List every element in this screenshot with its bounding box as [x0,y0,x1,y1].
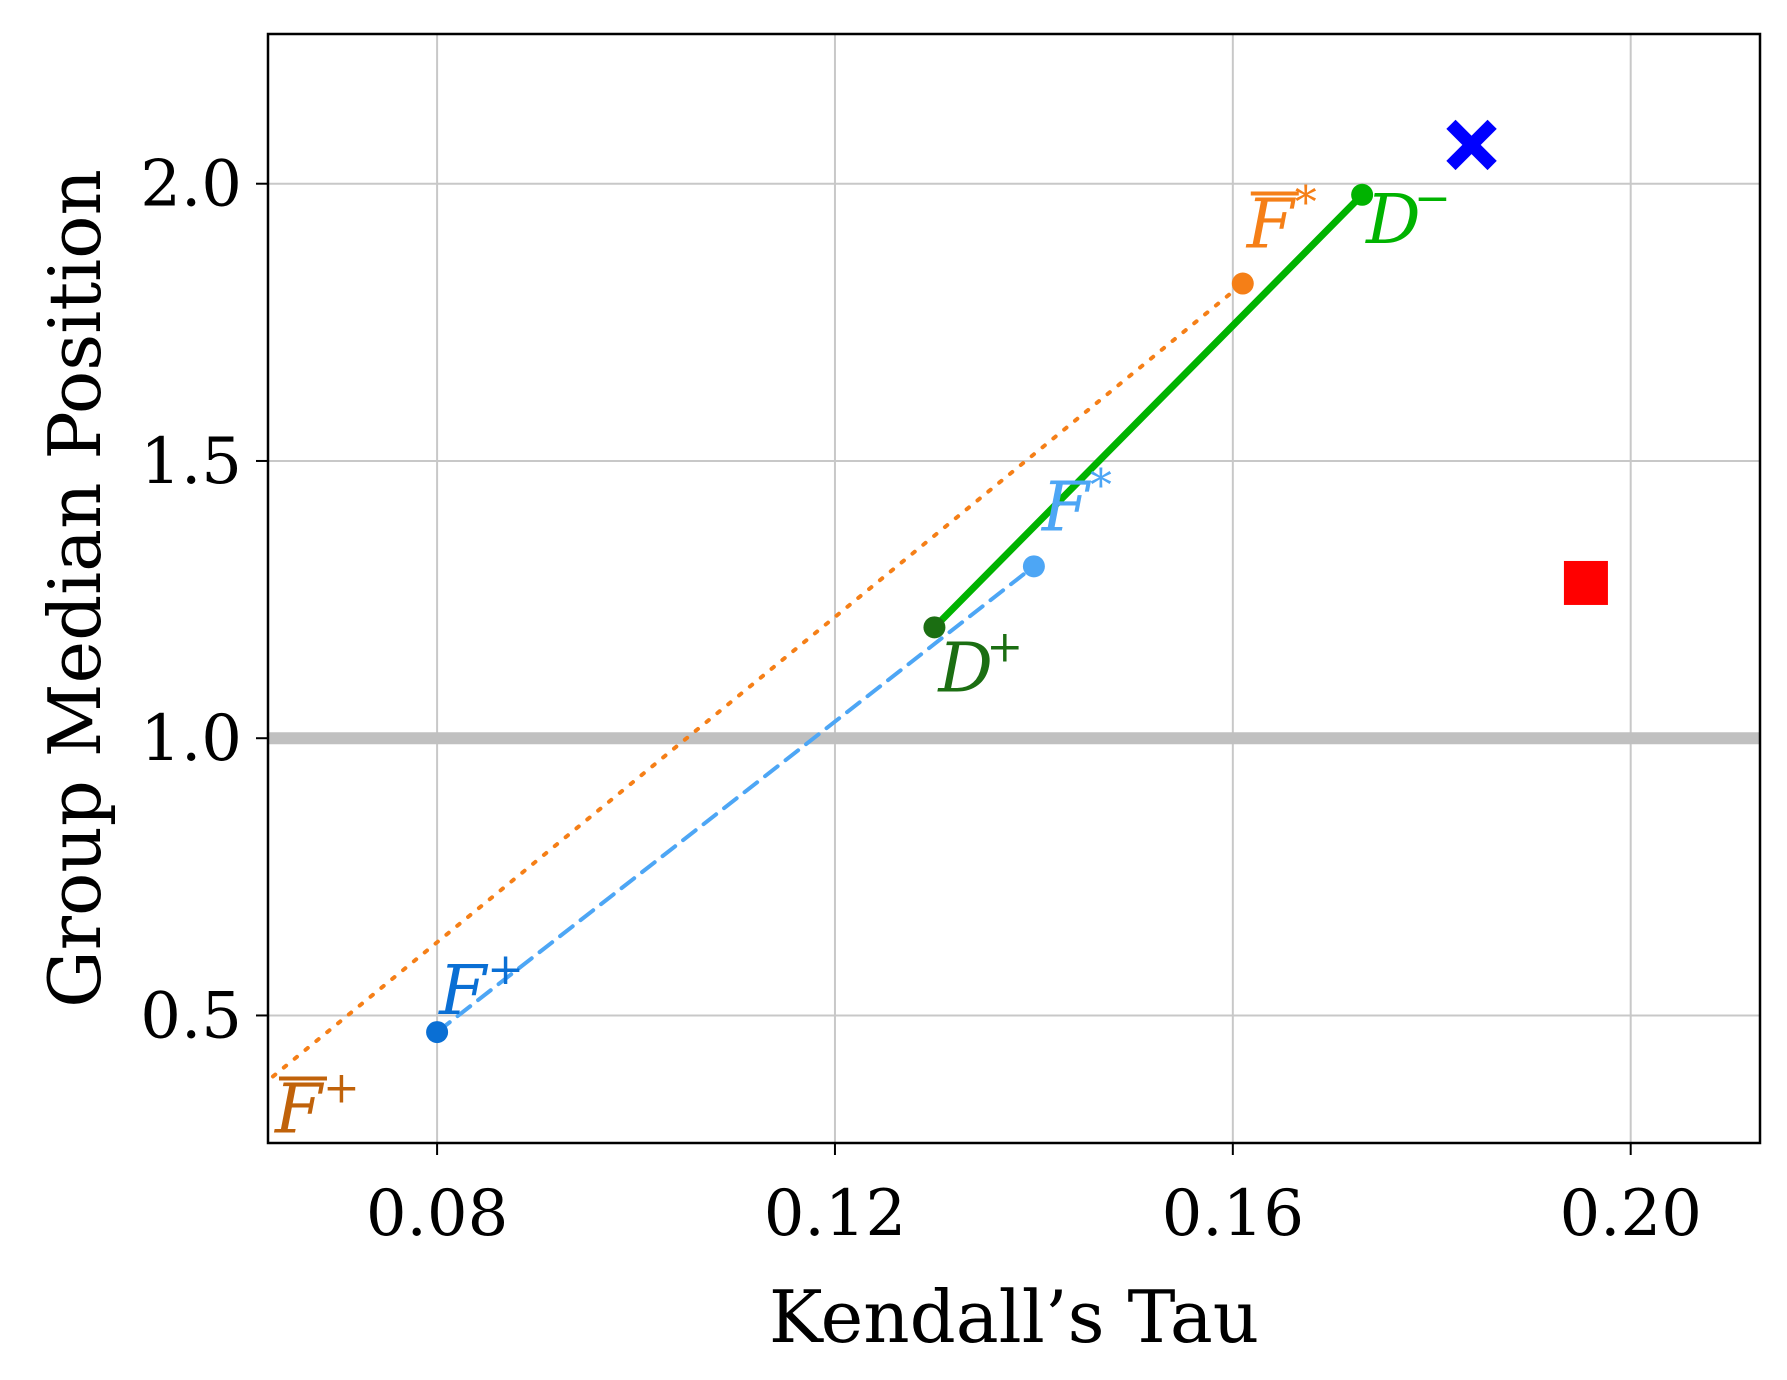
point-label-superscript: * [1295,178,1317,229]
point-label-F-star: F * [1245,178,1317,265]
point-label-superscript: + [986,621,1023,672]
point-label-D-plus: D+ [936,621,1023,708]
series-group [270,183,1374,1079]
tick-labels: 0.08 0.12 0.16 0.20 0.5 1.0 1.5 2.0 [140,148,1702,1251]
x-marker-stroke [1446,119,1497,171]
data-point [923,616,946,639]
x-tick-label: 0.08 [366,1177,509,1251]
y-tick-label: 1.5 [140,425,242,499]
point-labels: F +F *F +F *D+D− [273,173,1451,1150]
x-tick-label: 0.12 [764,1177,907,1251]
x-axis-label: Kendall’s Tau [769,1275,1259,1359]
point-label-F-plus: F + [273,1062,360,1149]
data-point [1022,555,1045,578]
point-label-letter: F [1245,186,1297,265]
series-line-solid [930,191,1366,631]
y-tick-label: 1.0 [140,702,242,776]
data-point [426,1021,449,1044]
data-point [1231,272,1254,295]
plot-frame [266,32,1762,1145]
point-label-letter: F [273,1070,325,1149]
point-label-D-minus: D− [1364,173,1451,260]
y-tick-label: 0.5 [140,979,242,1053]
square-marker [1563,560,1608,605]
series-line-dashed [435,564,1036,1035]
y-axis-label: Group Median Position [33,169,117,1008]
standalone-markers [1446,119,1608,605]
point-label-letter: D [1364,181,1421,260]
series-line-dotted [270,281,1245,1079]
point-label-letter: F [1040,468,1092,547]
point-label-letter: F [437,952,489,1031]
x-marker [1446,119,1497,171]
point-label-superscript: * [1090,460,1112,511]
point-label-letter: D [936,629,993,708]
x-tick-label: 0.20 [1559,1177,1702,1251]
point-label-F-plus: F + [437,944,524,1031]
point-label-F-star: F * [1040,460,1112,547]
data-point [1351,183,1374,206]
point-label-superscript: − [1414,173,1451,224]
point-label-superscript: + [323,1062,360,1113]
point-label-superscript: + [487,944,524,995]
y-tick-label: 2.0 [140,148,242,222]
x-tick-label: 0.16 [1162,1177,1305,1251]
